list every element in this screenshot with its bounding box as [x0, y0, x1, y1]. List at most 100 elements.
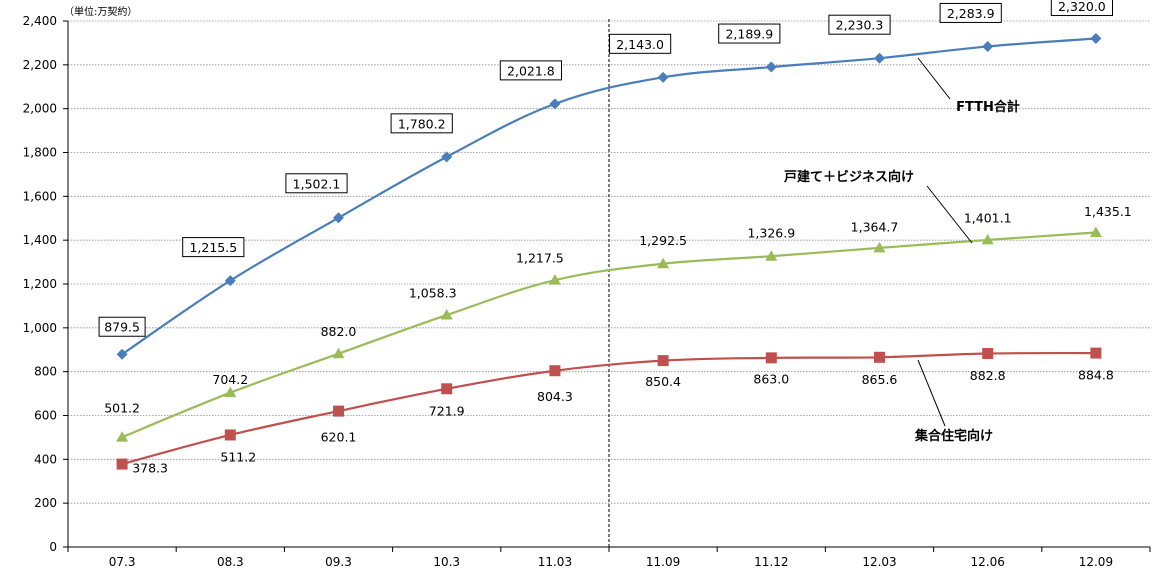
- y-tick-label: 0: [49, 540, 57, 554]
- data-label: 1,435.1: [1084, 204, 1132, 219]
- y-tick-label: 2,400: [23, 14, 57, 28]
- triangle-marker: [765, 250, 778, 261]
- data-label: 721.9: [429, 403, 465, 418]
- series-name-label: 戸建て＋ビジネス向け: [784, 169, 914, 185]
- y-tick-label: 600: [34, 409, 57, 423]
- triangle-marker: [116, 431, 129, 442]
- x-tick-label: 12.06: [971, 555, 1005, 569]
- data-label-box: [1050, 0, 1114, 17]
- data-label: 882.8: [970, 368, 1006, 383]
- square-marker: [765, 352, 777, 364]
- series-name-label: 集合住宅向け: [914, 428, 993, 444]
- square-marker: [874, 351, 885, 363]
- series-line: [121, 231, 1096, 439]
- square-marker: [333, 405, 344, 417]
- data-label: 2,189.9: [725, 27, 773, 42]
- data-label-box: [98, 316, 146, 337]
- data-label: 1,217.5: [516, 251, 564, 266]
- unit-label: （単位:万契約）: [64, 5, 137, 18]
- square-marker: [657, 355, 669, 367]
- triangle-marker: [224, 386, 237, 398]
- data-label: 1,364.7: [851, 219, 899, 234]
- series-callout-line: [917, 359, 946, 427]
- x-tick-label: 10.3: [433, 555, 460, 569]
- data-label: 2,230.3: [836, 18, 884, 33]
- triangle-marker: [981, 233, 994, 245]
- diamond-marker: [874, 52, 885, 64]
- data-label: 865.6: [862, 372, 898, 387]
- series-line: [121, 37, 1096, 356]
- diamond-marker: [549, 98, 561, 110]
- y-tick-label: 1,000: [23, 321, 57, 335]
- data-label: 704.2: [212, 372, 248, 387]
- square-marker: [1090, 347, 1102, 359]
- triangle-marker: [332, 347, 345, 359]
- triangle-marker: [1089, 226, 1102, 237]
- x-tick-label: 08.3: [217, 555, 244, 569]
- data-label-box: [499, 60, 562, 81]
- grid-layer: [68, 19, 1150, 547]
- square-marker: [982, 348, 994, 360]
- x-tick-label: 09.3: [325, 555, 352, 569]
- data-label: 863.0: [753, 371, 789, 386]
- diamond-marker: [116, 348, 128, 360]
- diamond-marker: [765, 61, 777, 73]
- data-label: 1,215.5: [189, 240, 237, 255]
- data-label-box: [718, 23, 781, 44]
- data-label-box: [939, 2, 1002, 23]
- data-label: 2,320.0: [1058, 0, 1106, 14]
- data-label: 511.2: [220, 449, 256, 464]
- series-callout-line: [917, 57, 951, 100]
- data-label: 884.8: [1078, 368, 1114, 383]
- diamond-marker: [982, 40, 994, 52]
- x-tick-label: 07.3: [109, 555, 136, 569]
- data-label: 804.3: [537, 389, 573, 404]
- data-label: 378.3: [132, 461, 168, 476]
- axis-layer: 0 200 400 600 800 1,000 1,200 1,400 1,600 1,800 2,…: [23, 5, 1151, 569]
- data-label: 1,326.9: [747, 226, 795, 241]
- data-label: 1,058.3: [409, 286, 457, 301]
- square-marker: [549, 365, 561, 377]
- data-label-box: [828, 14, 891, 35]
- x-tick-label: 12.09: [1079, 555, 1113, 569]
- x-tick-label: 11.12: [754, 555, 788, 569]
- y-tick-label: 1,400: [23, 233, 57, 247]
- data-label: 850.4: [645, 374, 681, 389]
- diamond-marker: [441, 151, 453, 163]
- square-marker: [224, 429, 236, 441]
- square-marker: [441, 383, 453, 395]
- y-tick-label: 1,200: [23, 277, 57, 291]
- data-label: 2,283.9: [947, 6, 995, 21]
- triangle-marker: [440, 309, 453, 320]
- y-tick-label: 200: [34, 496, 57, 510]
- data-label: 1,502.1: [293, 176, 341, 191]
- y-tick-label: 400: [34, 452, 57, 466]
- data-label: 620.1: [321, 430, 357, 445]
- y-tick-label: 2,200: [23, 58, 57, 72]
- y-tick-label: 1,800: [23, 146, 57, 160]
- data-label-box: [285, 173, 348, 194]
- series-name-label: FTTH合計: [956, 99, 1020, 115]
- label-layer: 879.5 1,215.5 1,502.1 1,780.2 2,021.8 2,143.0…: [98, 0, 1132, 476]
- data-label: 501.2: [104, 401, 140, 416]
- data-label: 1,401.1: [964, 210, 1012, 225]
- diamond-marker: [1090, 33, 1102, 45]
- series-line: [121, 351, 1096, 466]
- y-tick-label: 1,600: [23, 189, 57, 203]
- diamond-marker: [333, 212, 344, 224]
- y-tick-label: 2,000: [23, 102, 57, 116]
- data-label: 1,780.2: [398, 116, 446, 131]
- diamond-marker: [657, 71, 669, 83]
- diamond-marker: [224, 275, 236, 287]
- series-callout-line: [926, 185, 973, 244]
- triangle-marker: [873, 241, 886, 253]
- x-tick-label: 11.09: [646, 555, 680, 569]
- data-label-box: [182, 237, 245, 258]
- triangle-marker: [657, 257, 670, 269]
- data-label: 2,143.0: [616, 37, 664, 52]
- x-tick-label: 11.03: [538, 555, 572, 569]
- data-label: 879.5: [104, 320, 140, 335]
- data-label: 1,292.5: [639, 233, 687, 248]
